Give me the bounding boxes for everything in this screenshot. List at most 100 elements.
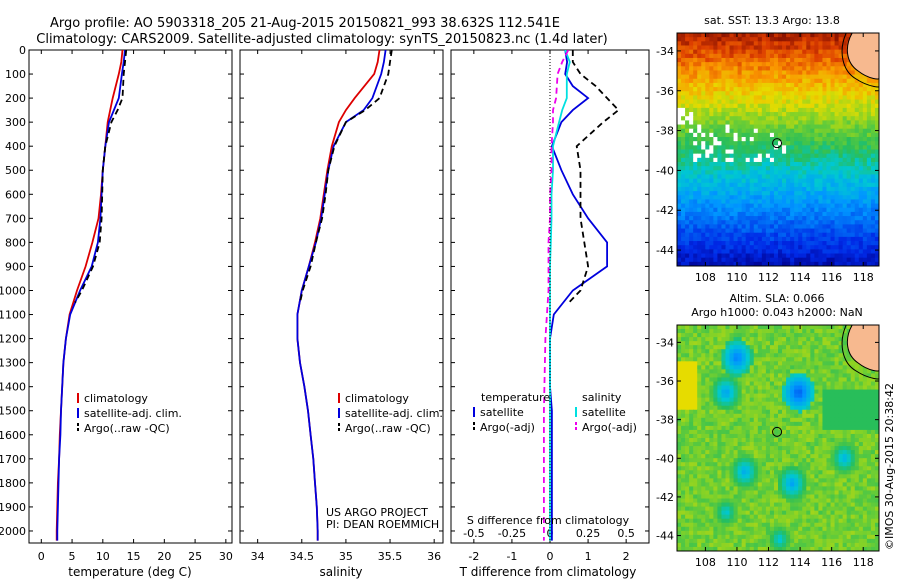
map-cell xyxy=(717,361,722,366)
map-cell xyxy=(786,381,791,387)
map-cell xyxy=(862,107,868,113)
map-cell xyxy=(685,120,690,126)
map-cell xyxy=(753,41,759,46)
map-cell xyxy=(786,417,791,423)
map-cell xyxy=(745,99,751,105)
map-cell xyxy=(729,216,735,221)
map-cell xyxy=(802,145,807,150)
y-tick-label: 100 xyxy=(5,68,26,81)
map-cell xyxy=(814,405,819,411)
map-cell xyxy=(826,325,832,330)
map-cell xyxy=(822,261,827,266)
map-cell xyxy=(765,249,771,255)
map-cell xyxy=(822,257,827,263)
map-cell xyxy=(765,337,771,342)
map-cell xyxy=(769,120,775,126)
map-cell xyxy=(713,232,718,238)
map-cell xyxy=(798,66,803,71)
map-cell xyxy=(778,224,783,230)
map-cell xyxy=(693,178,698,184)
map-cell xyxy=(834,389,840,395)
map-cell xyxy=(717,37,722,42)
map-cell xyxy=(834,393,840,399)
map-cell xyxy=(681,353,686,358)
map-cell xyxy=(842,261,848,266)
map-cell xyxy=(741,99,747,105)
map-cell xyxy=(685,381,690,387)
map-cell xyxy=(798,409,803,415)
map-cell xyxy=(713,49,718,55)
map-cell xyxy=(810,429,815,435)
map-cell xyxy=(798,442,803,447)
map-cell xyxy=(842,216,848,221)
map-cell xyxy=(814,53,819,59)
map-cell xyxy=(713,99,718,105)
map-cell xyxy=(854,470,860,475)
map-cell xyxy=(729,421,735,427)
map-cell xyxy=(838,401,844,407)
map-cell xyxy=(709,41,714,46)
map-cell xyxy=(721,66,726,71)
map-cell xyxy=(749,361,755,366)
map-cell xyxy=(773,207,779,213)
map-cell xyxy=(854,442,860,447)
map-cell xyxy=(846,132,852,138)
map-cell xyxy=(745,425,751,431)
map-cell xyxy=(709,249,714,255)
map-cell xyxy=(858,373,864,378)
map-cell xyxy=(729,178,735,184)
map-cell xyxy=(846,462,852,467)
map-cell xyxy=(810,128,815,134)
map-cell xyxy=(838,112,844,117)
map-cell xyxy=(681,70,686,76)
map-cell xyxy=(685,373,690,378)
map-cell xyxy=(721,99,726,105)
map-cell xyxy=(713,62,718,67)
map-cell xyxy=(725,195,731,200)
map-cell xyxy=(697,349,702,354)
map-cell xyxy=(753,103,759,109)
map-cell xyxy=(794,405,799,411)
map-cell xyxy=(773,417,779,423)
map-cell xyxy=(733,74,739,80)
y-tick-label: 1700 xyxy=(0,453,26,466)
map-cell xyxy=(713,203,718,209)
map-cell xyxy=(697,132,702,138)
map-cell xyxy=(818,112,823,117)
map-cell xyxy=(790,195,795,200)
map-cell xyxy=(790,174,795,180)
map-cell xyxy=(721,369,726,374)
map-cell xyxy=(681,112,686,117)
map-cell xyxy=(814,178,819,184)
map-cell xyxy=(681,245,686,250)
map-cell xyxy=(753,429,759,435)
map-cell xyxy=(814,128,819,134)
map-cell xyxy=(858,433,864,439)
map-cell xyxy=(769,401,775,407)
map-cell xyxy=(733,124,739,130)
map-cell xyxy=(806,341,811,346)
map-cell xyxy=(862,128,868,134)
map-cell xyxy=(761,381,767,387)
map-cell xyxy=(874,211,879,217)
map-cell xyxy=(725,207,731,213)
map-cell xyxy=(806,458,811,463)
map-cell xyxy=(846,211,852,217)
map-cell xyxy=(737,261,743,266)
map-cell xyxy=(713,145,718,150)
map-cell xyxy=(842,417,848,423)
map-cell xyxy=(773,245,779,250)
map-cell xyxy=(858,107,864,113)
map-cell xyxy=(741,401,747,407)
map-cell xyxy=(862,137,868,142)
map-cell xyxy=(737,166,743,171)
map-cell xyxy=(769,357,775,362)
map-cell xyxy=(802,45,807,51)
map-cell xyxy=(810,91,815,96)
map-cell xyxy=(725,87,731,92)
map-cell xyxy=(790,413,795,419)
map-cell xyxy=(729,261,735,266)
map-cell xyxy=(721,228,726,234)
map-cell xyxy=(757,409,763,415)
map-cell xyxy=(802,438,807,443)
